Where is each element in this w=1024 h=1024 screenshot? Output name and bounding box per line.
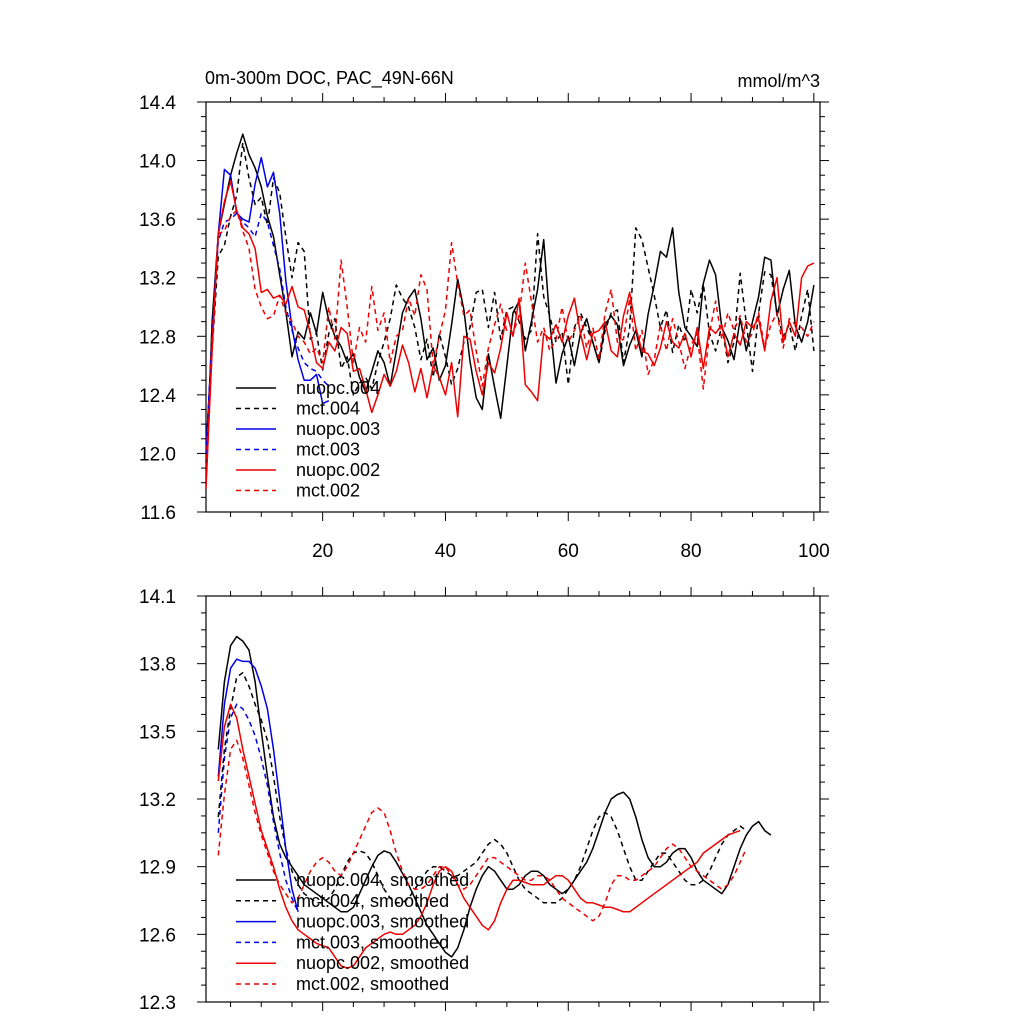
top-plot: 11.6 12.0 12.4 12.8 13.2 13.6 14.0 14.4 20 40 60 80… (139, 93, 830, 562)
series-line (206, 209, 815, 469)
x-tick-label: 80 (680, 541, 701, 562)
x-tick-label: 20 (312, 541, 333, 562)
y-tick-label: 14.1 (139, 587, 176, 608)
series-line (206, 133, 815, 483)
x-tick-label: 40 (435, 541, 456, 562)
series-line (206, 180, 815, 489)
y-tick-label: 12.0 (139, 444, 176, 465)
y-tick-label: 14.4 (139, 93, 176, 114)
legend-label: mct.003, smoothed (296, 932, 449, 952)
chart-title: 0m-300m DOC, PAC_49N-66N (205, 68, 454, 89)
legend-label: mct.002 (296, 481, 360, 501)
y-tick-label: 11.6 (140, 503, 176, 524)
x-tick-label: 60 (558, 541, 579, 562)
x-tick-label: 100 (798, 541, 830, 562)
legend-label: mct.002, smoothed (296, 974, 449, 994)
series-line (217, 671, 747, 904)
series-line (217, 635, 772, 958)
legend-label: nuopc.004 (296, 378, 380, 398)
series-line (206, 212, 330, 454)
series-line (217, 703, 299, 913)
y-tick-label: 12.6 (139, 925, 176, 946)
series-line (217, 739, 747, 922)
y-tick-label: 12.4 (139, 386, 176, 407)
legend-label: nuopc.004, smoothed (296, 870, 469, 890)
legend-label: mct.004, smoothed (296, 891, 449, 911)
legend-label: nuopc.003, smoothed (296, 912, 469, 932)
legend-label: nuopc.003 (296, 419, 380, 439)
y-tick-label: 13.8 (139, 655, 176, 676)
series-group (206, 133, 815, 489)
units-label: mmol/m^3 (738, 71, 820, 91)
bottom-plot: 12.3 12.6 12.9 13.2 13.5 13.8 14.1 nuopc.004, s… (139, 587, 829, 1014)
legend-label: mct.003 (296, 440, 360, 460)
series-line (206, 142, 815, 469)
y-tick-label: 12.8 (139, 327, 176, 348)
series-group (217, 635, 772, 969)
legend-label: mct.004 (296, 399, 360, 419)
legend-label: nuopc.002 (296, 460, 380, 480)
y-tick-label: 14.0 (139, 152, 176, 173)
y-tick-label: 13.5 (139, 722, 176, 743)
legend-label: nuopc.002, smoothed (296, 953, 469, 973)
series-line (206, 156, 330, 454)
y-tick-label: 12.9 (139, 858, 176, 879)
y-tick-label: 13.6 (139, 210, 176, 231)
y-tick-label: 12.3 (139, 993, 176, 1014)
y-tick-label: 13.2 (139, 269, 176, 290)
y-tick-label: 13.2 (139, 790, 176, 811)
series-line (217, 658, 299, 912)
series-line (217, 703, 741, 969)
